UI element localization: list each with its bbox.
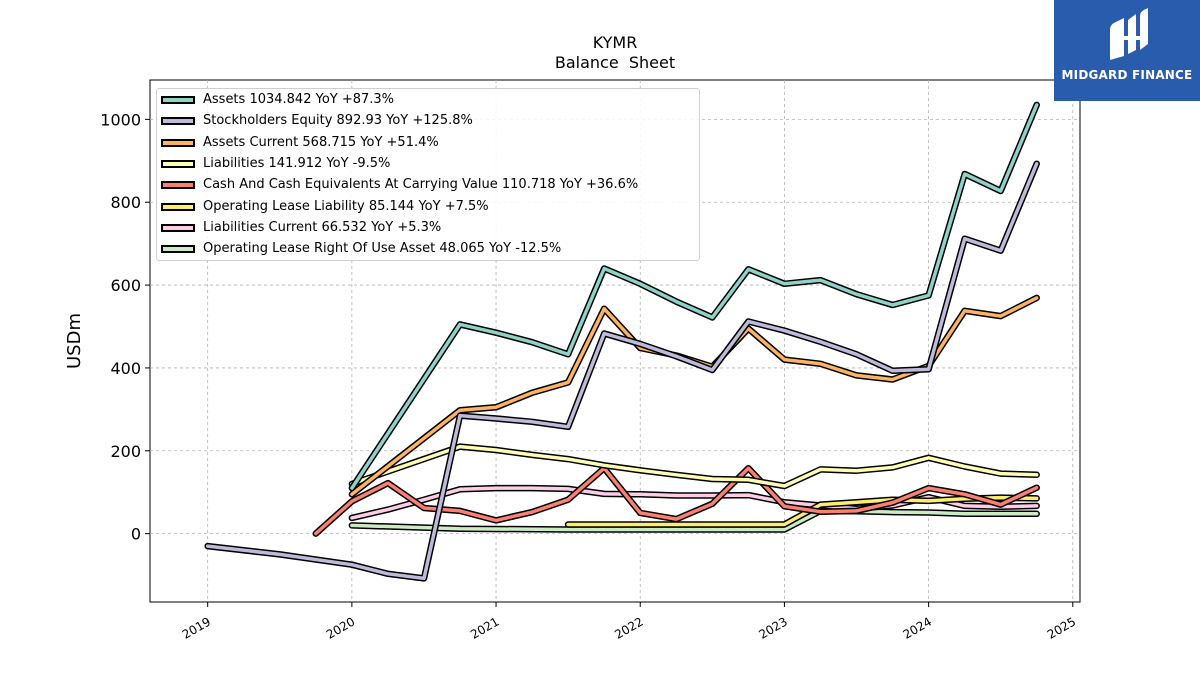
series-line-1: [204, 160, 1040, 582]
legend-item: Cash And Cash Equivalents At Carrying Va…: [157, 176, 701, 196]
series-stroke: [350, 103, 1039, 490]
y-tick-label: 400: [110, 359, 141, 378]
legend-swatch: [161, 202, 195, 211]
plot-area: [149, 79, 1081, 603]
x-tick-label: 2024: [901, 614, 934, 641]
legend-swatch: [161, 245, 195, 254]
legend-item: Liabilities 141.912 YoY -9.5%: [157, 155, 701, 175]
series-layer: [204, 101, 1040, 582]
legend-label: Assets 1034.842 YoY +87.3%: [203, 92, 395, 107]
legend-label: Assets Current 568.715 YoY +51.4%: [203, 134, 439, 150]
legend-swatch: [161, 181, 195, 190]
legend-label: Liabilities Current 66.532 YoY +5.3%: [203, 219, 442, 235]
legend: Assets 1034.842 YoY +87.3% Stockholders E…: [156, 88, 700, 261]
series-stroke: [314, 466, 1039, 536]
series-line-3: [348, 443, 1040, 490]
legend-item: Liabilities Current 66.532 YoY +5.3%: [157, 219, 701, 239]
legend-swatch: [161, 96, 195, 104]
legend-item: Operating Lease Right Of Use Asset 48.06…: [157, 240, 701, 260]
legend-item: Assets 1034.842 YoY +87.3%: [157, 91, 701, 111]
series-line-0: [348, 101, 1040, 492]
legend-swatch: [161, 117, 195, 126]
legend-swatch: [161, 138, 195, 147]
y-tick-label: 800: [110, 193, 141, 212]
series-stroke: [205, 161, 1039, 581]
x-tick-label: 2025: [1045, 614, 1078, 641]
x-tick-label: 2022: [612, 614, 645, 641]
legend-label: Operating Lease Right Of Use Asset 48.06…: [203, 241, 562, 257]
series-line-4: [312, 464, 1040, 537]
x-tick-label: 2019: [180, 614, 213, 641]
x-tick-label: 2021: [468, 614, 501, 641]
legend-label: Operating Lease Liability 85.144 YoY +7.…: [203, 198, 489, 214]
series-stroke: [350, 444, 1039, 488]
legend-label: Stockholders Equity 892.93 YoY +125.8%: [203, 113, 473, 129]
chart-title: KYMR: [593, 33, 638, 52]
y-tick-label: 1000: [100, 110, 141, 129]
chart-subtitle: Balance Sheet: [555, 53, 675, 72]
legend-label: Liabilities 141.912 YoY -9.5%: [203, 155, 391, 171]
legend-swatch: [161, 223, 195, 232]
x-tick-label: 2020: [324, 614, 357, 641]
x-tick-label: 2023: [756, 614, 789, 641]
legend-swatch: [161, 159, 195, 168]
legend-item: Operating Lease Liability 85.144 YoY +7.…: [157, 198, 701, 218]
y-tick-label: 0: [131, 525, 141, 544]
y-tick-label: 200: [110, 442, 141, 461]
legend-item: Assets Current 568.715 YoY +51.4%: [157, 134, 701, 154]
y-axis-label: USDm: [64, 313, 85, 369]
midgard-logo-icon: [1110, 8, 1148, 60]
legend-label: Cash And Cash Equivalents At Carrying Va…: [203, 177, 639, 193]
legend-item: Stockholders Equity 892.93 YoY +125.8%: [157, 112, 701, 132]
y-axis: 0 200 400 600 800 1000: [100, 110, 150, 544]
y-tick-label: 600: [110, 276, 141, 295]
brand-logo: MIDGARD FINANCE: [1054, 0, 1200, 101]
brand-name: MIDGARD FINANCE: [1061, 68, 1193, 82]
x-axis: 2019 2020 2021 2022 2023 2024 2025: [180, 602, 1078, 642]
